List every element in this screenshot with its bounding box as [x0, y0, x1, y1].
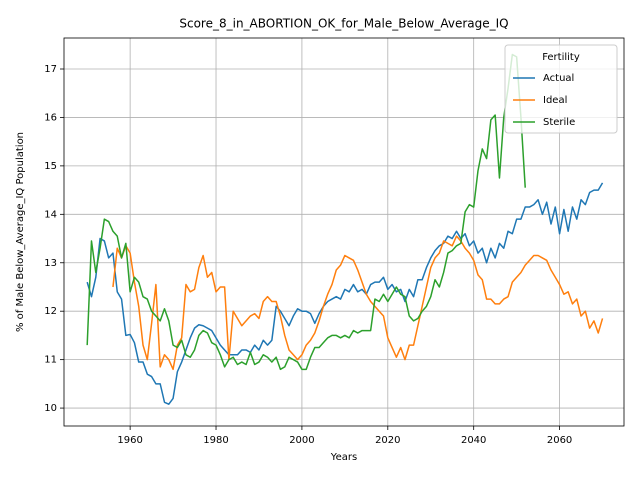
legend-title: Fertility	[542, 52, 580, 63]
legend-box	[504, 44, 618, 134]
y-axis-label: % of Male Below_Average_IQ Population	[15, 132, 26, 332]
series-line	[86, 182, 604, 405]
x-tick-label: 2020	[375, 435, 400, 446]
y-tick-label: 12	[44, 306, 57, 317]
x-tick-label: 2000	[289, 435, 314, 446]
x-tick-label: 2040	[461, 435, 486, 446]
series-line	[86, 53, 526, 371]
y-tick-label: 14	[44, 209, 57, 220]
x-tick-label: 1980	[203, 435, 228, 446]
legend-label: Ideal	[543, 95, 567, 106]
y-tick-label: 16	[44, 112, 57, 123]
chart-title: Score_8_in_ABORTION_OK_for_Male_Below_Av…	[179, 17, 508, 31]
series-line	[112, 235, 604, 371]
y-tick-label: 11	[44, 355, 57, 366]
x-axis-label: Years	[330, 452, 357, 463]
x-tick-label: 1960	[117, 435, 142, 446]
x-tick-label: 2060	[547, 435, 572, 446]
y-tick-label: 15	[44, 161, 57, 172]
legend-label: Actual	[543, 73, 574, 84]
legend-label: Sterile	[543, 117, 575, 128]
y-tick-label: 13	[44, 258, 57, 269]
y-tick-label: 10	[44, 403, 57, 414]
plot-frame	[63, 37, 625, 427]
y-tick-label: 17	[44, 64, 57, 75]
